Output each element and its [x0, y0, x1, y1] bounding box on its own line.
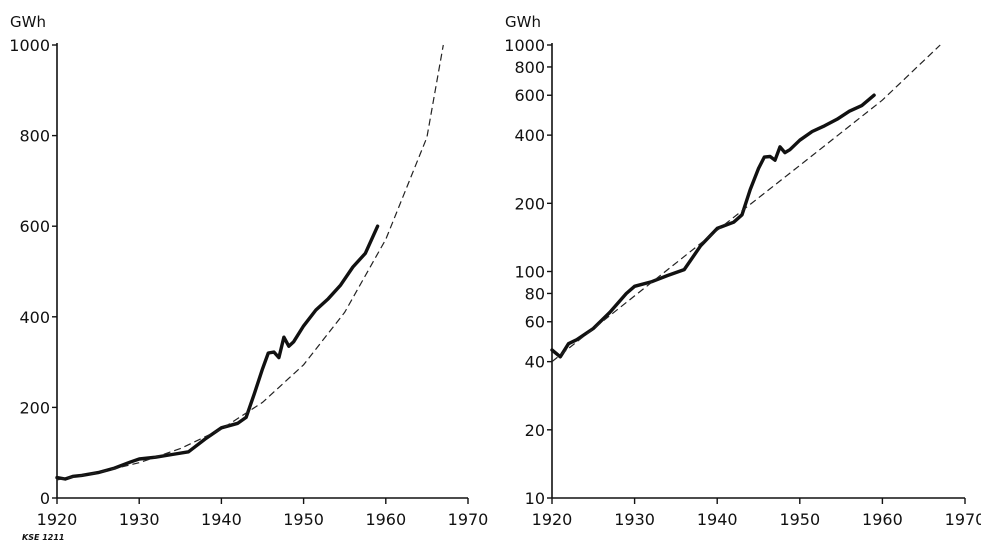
y-tick-label: 400 [514, 126, 545, 145]
y-tick-label: 600 [19, 217, 50, 236]
y-tick-label: 10 [525, 489, 545, 508]
x-tick-label: 1970 [448, 510, 489, 529]
y-tick-label: 200 [514, 194, 545, 213]
y-tick-label: 1000 [504, 36, 545, 55]
y-unit-label: GWh [505, 13, 541, 31]
x-tick-label: 1960 [365, 510, 406, 529]
x-tick-label: 1940 [201, 510, 242, 529]
y-tick-label: 40 [525, 353, 545, 372]
series-line-trend [56, 44, 444, 481]
y-tick-label: 800 [19, 127, 50, 146]
linear-scale-chart: GWh 0 200 400 600 800 1000 1920 1930 1940 1950 1960… [9, 13, 488, 529]
series-line-trend [551, 44, 941, 363]
y-tick-label: 100 [514, 263, 545, 282]
y-tick-label: 0 [40, 489, 50, 508]
x-tick-label: 1970 [945, 510, 981, 529]
x-tick-label: 1920 [37, 510, 78, 529]
x-tick-label: 1920 [532, 510, 573, 529]
y-tick-label: 60 [525, 313, 545, 332]
y-tick-label: 200 [19, 398, 50, 417]
x-tick-label: 1950 [779, 510, 820, 529]
y-tick-label: 20 [525, 421, 545, 440]
figure-code: KSE 1211 [22, 533, 64, 542]
x-tick-label: 1930 [119, 510, 160, 529]
log-scale-chart: GWh 10 20 40 60 80 100 200 400 600 800 1000 1920 1930… [504, 13, 981, 529]
x-tick-label: 1960 [862, 510, 903, 529]
y-tick-label: 800 [514, 58, 545, 77]
y-tick-label: 80 [525, 284, 545, 303]
x-tick-label: 1930 [614, 510, 655, 529]
x-tick-label: 1940 [697, 510, 738, 529]
y-tick-label: 600 [514, 86, 545, 105]
y-unit-label: GWh [10, 13, 46, 31]
y-tick-label: 400 [19, 308, 50, 327]
x-tick-label: 1950 [283, 510, 324, 529]
series-line-actual [550, 93, 876, 359]
series-line-actual [55, 224, 380, 481]
y-tick-label: 1000 [9, 36, 50, 55]
